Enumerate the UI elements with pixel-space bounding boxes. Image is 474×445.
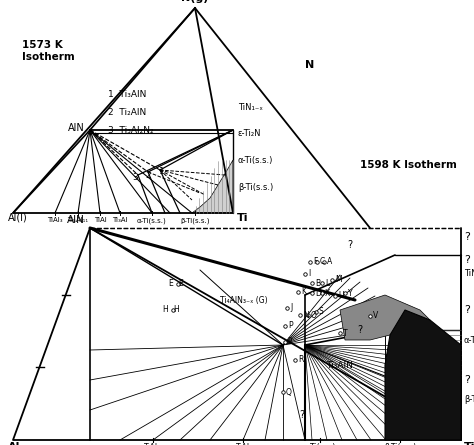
Text: Y: Y [348,288,353,298]
Text: Q: Q [286,388,292,396]
Text: β-Ti(s.s.): β-Ti(s.s.) [464,396,474,405]
Text: S: S [319,307,324,316]
Text: T: T [343,328,347,337]
Text: α-Ti(s.s.): α-Ti(s.s.) [137,217,167,223]
Text: ε-Ti₂N: ε-Ti₂N [238,129,262,138]
Text: 2  Ti₂AlN: 2 Ti₂AlN [108,108,146,117]
Text: TiAl₃: TiAl₃ [145,443,162,445]
Text: TiAl: TiAl [94,217,106,223]
Text: Ti: Ti [464,442,474,445]
Text: 1598 K Isotherm: 1598 K Isotherm [360,160,457,170]
Text: B: B [315,279,320,287]
Text: V: V [373,312,378,320]
Text: 1573 K
Isotherm: 1573 K Isotherm [22,40,75,61]
Text: ?: ? [347,240,353,250]
Text: I: I [308,270,310,279]
Polygon shape [192,160,233,213]
Text: ?: ? [464,375,470,385]
Text: K: K [301,287,306,296]
Text: N: N [305,60,315,70]
Text: TiAl₃: TiAl₃ [47,217,63,223]
Polygon shape [385,310,461,440]
Text: N: N [303,311,309,320]
Text: β-Ti(s.s.): β-Ti(s.s.) [180,217,210,223]
Text: J: J [290,303,292,312]
Text: Al(l): Al(l) [8,213,28,223]
Text: AlN: AlN [68,123,85,133]
Text: L: L [325,279,329,287]
Text: H: H [162,306,168,315]
Text: β-Ti(s.s.): β-Ti(s.s.) [238,183,273,193]
Text: N(g): N(g) [182,0,209,3]
Text: ?: ? [357,325,363,335]
Text: Ti₃Al: Ti₃Al [112,217,128,223]
Text: O: O [311,311,317,320]
Text: D: D [315,288,321,298]
Text: 2: 2 [145,170,151,179]
Text: P: P [288,321,292,331]
Text: E: E [178,279,183,288]
Text: TiN₁₋ₓ: TiN₁₋ₓ [238,104,263,113]
Text: X: X [325,288,330,298]
Text: 1: 1 [159,167,165,177]
Text: 2: 2 [288,337,293,347]
Text: α-Ti(s.s.): α-Ti(s.s.) [238,155,273,165]
Text: M: M [335,275,342,284]
Text: ?: ? [300,410,305,420]
Text: Ti: Ti [237,213,248,223]
Text: 1  Ti₃AlN: 1 Ti₃AlN [108,90,146,99]
Text: C: C [320,258,325,267]
Text: 3: 3 [132,174,138,182]
Text: Ti₅Al₁₁: Ti₅Al₁₁ [67,217,89,223]
Text: AlN: AlN [67,215,85,225]
Text: R: R [298,356,303,364]
Text: β-Ti(s.s.): β-Ti(s.s.) [384,443,416,445]
Text: Ti₄AlN₃₋ₓ (G): Ti₄AlN₃₋ₓ (G) [220,295,268,304]
Text: U: U [338,291,344,300]
Text: Al: Al [8,442,20,445]
Text: H: H [173,306,179,315]
Text: A: A [327,258,332,267]
Text: α-Ti(s.s.): α-Ti(s.s.) [304,443,336,445]
Text: TiAl: TiAl [236,443,250,445]
Text: ?: ? [464,305,470,315]
Text: ?: ? [464,232,470,242]
Polygon shape [340,295,430,340]
Text: 3  Ti₃Al₂N₂: 3 Ti₃Al₂N₂ [108,126,154,135]
Text: ?: ? [464,255,470,265]
Text: α-Ti(s.s.): α-Ti(s.s.) [464,336,474,344]
Text: F: F [313,258,318,267]
Text: TiN₁₋ₓ: TiN₁₋ₓ [464,268,474,278]
Text: Ti₃AlN: Ti₃AlN [327,360,354,369]
Text: E: E [168,279,173,288]
